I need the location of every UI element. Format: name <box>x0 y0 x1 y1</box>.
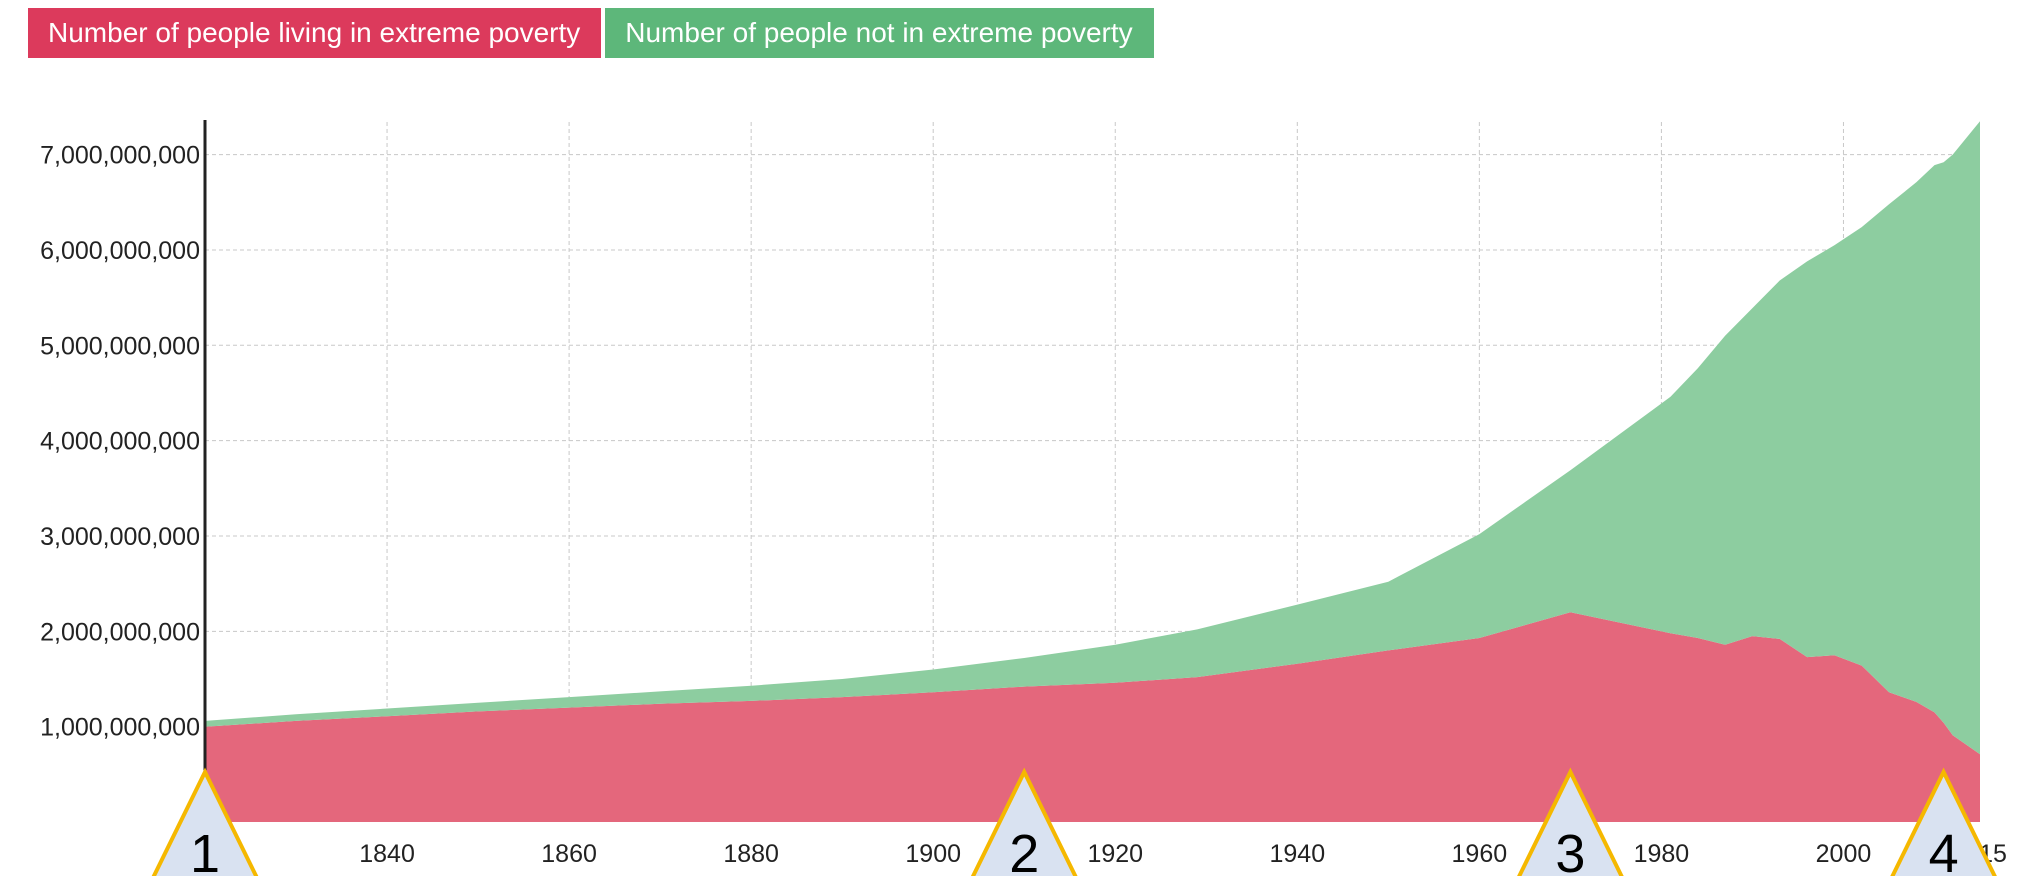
y-tick-label: 6,000,000,000 <box>40 237 200 265</box>
x-tick-label: 1860 <box>541 840 597 868</box>
x-tick-label: 1900 <box>905 840 961 868</box>
marker-label: 1 <box>190 824 220 876</box>
y-tick-label: 2,000,000,000 <box>40 618 200 646</box>
x-tick-label: 1920 <box>1087 840 1143 868</box>
marker-1: 1 <box>151 767 259 876</box>
x-tick-label: 1880 <box>723 840 779 868</box>
x-tick-label: 1940 <box>1269 840 1325 868</box>
x-tick-label: 2000 <box>1816 840 1872 868</box>
marker-label: 3 <box>1555 824 1585 876</box>
marker-triangles: 1 2 3 4 <box>151 767 1997 876</box>
y-tick-label: 1,000,000,000 <box>40 714 200 742</box>
x-tick-label: 1980 <box>1634 840 1690 868</box>
chart-areas <box>205 121 1980 822</box>
y-tick-label: 5,000,000,000 <box>40 332 200 360</box>
marker-label: 2 <box>1009 824 1039 876</box>
chart-tick-labels: 1,000,000,000 2,000,000,000 3,000,000,000 4… <box>40 142 2007 868</box>
y-tick-label: 3,000,000,000 <box>40 523 200 551</box>
marker-3: 3 <box>1517 767 1624 876</box>
marker-triangle <box>151 767 259 876</box>
marker-2: 2 <box>970 767 1078 876</box>
marker-triangle <box>1517 767 1624 876</box>
x-tick-label: 1960 <box>1452 840 1508 868</box>
area-extreme-poverty <box>205 612 1980 822</box>
marker-4: 4 <box>1890 767 1997 876</box>
y-tick-label: 7,000,000,000 <box>40 142 200 170</box>
marker-triangle <box>1890 767 1997 876</box>
legend-item-extreme-poverty[interactable]: Number of people living in extreme pover… <box>28 8 602 58</box>
legend-item-not-extreme-poverty[interactable]: Number of people not in extreme poverty <box>605 8 1154 58</box>
marker-label: 4 <box>1929 824 1959 876</box>
area-not-extreme-poverty <box>205 121 1980 755</box>
chart-legend: Number of people living in extreme pover… <box>28 8 1154 58</box>
y-tick-label: 4,000,000,000 <box>40 428 200 456</box>
marker-triangle <box>970 767 1078 876</box>
x-tick-label: 1840 <box>359 840 415 868</box>
